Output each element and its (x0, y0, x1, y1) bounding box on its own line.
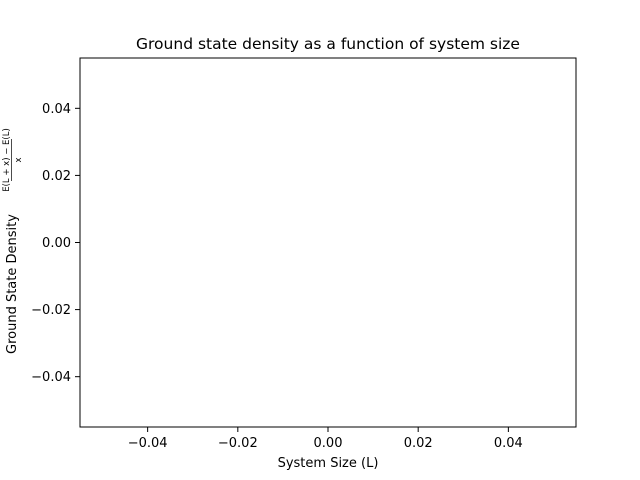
x-tick-label: 0.00 (314, 436, 343, 451)
plot-area (79, 57, 577, 428)
y-tick-label: 0.04 (42, 102, 71, 117)
y-axis-label: Ground State Density (5, 214, 20, 354)
x-tick-label: 0.02 (404, 436, 433, 451)
x-tick-label: −0.02 (218, 436, 258, 451)
y-axis-label-group: Ground State Density E(L + x) − E(L) x (2, 128, 24, 354)
chart-title: Ground state density as a function of sy… (136, 35, 520, 53)
y-axis-ticks: −0.04 −0.02 0.00 0.02 0.04 (31, 102, 80, 385)
x-tick-label: 0.04 (494, 436, 523, 451)
x-tick-label: −0.04 (128, 436, 168, 451)
y-axis-label-numerator: E(L + x) − E(L) (2, 128, 12, 192)
x-axis-ticks: −0.04 −0.02 0.00 0.02 0.04 (128, 427, 523, 451)
y-tick-label: 0.00 (42, 236, 71, 251)
y-tick-label: −0.02 (31, 303, 71, 318)
x-axis-label: System Size (L) (278, 456, 379, 471)
y-axis-label-denominator: x (14, 157, 24, 162)
y-tick-label: 0.02 (42, 169, 71, 184)
y-tick-label: −0.04 (31, 370, 71, 385)
